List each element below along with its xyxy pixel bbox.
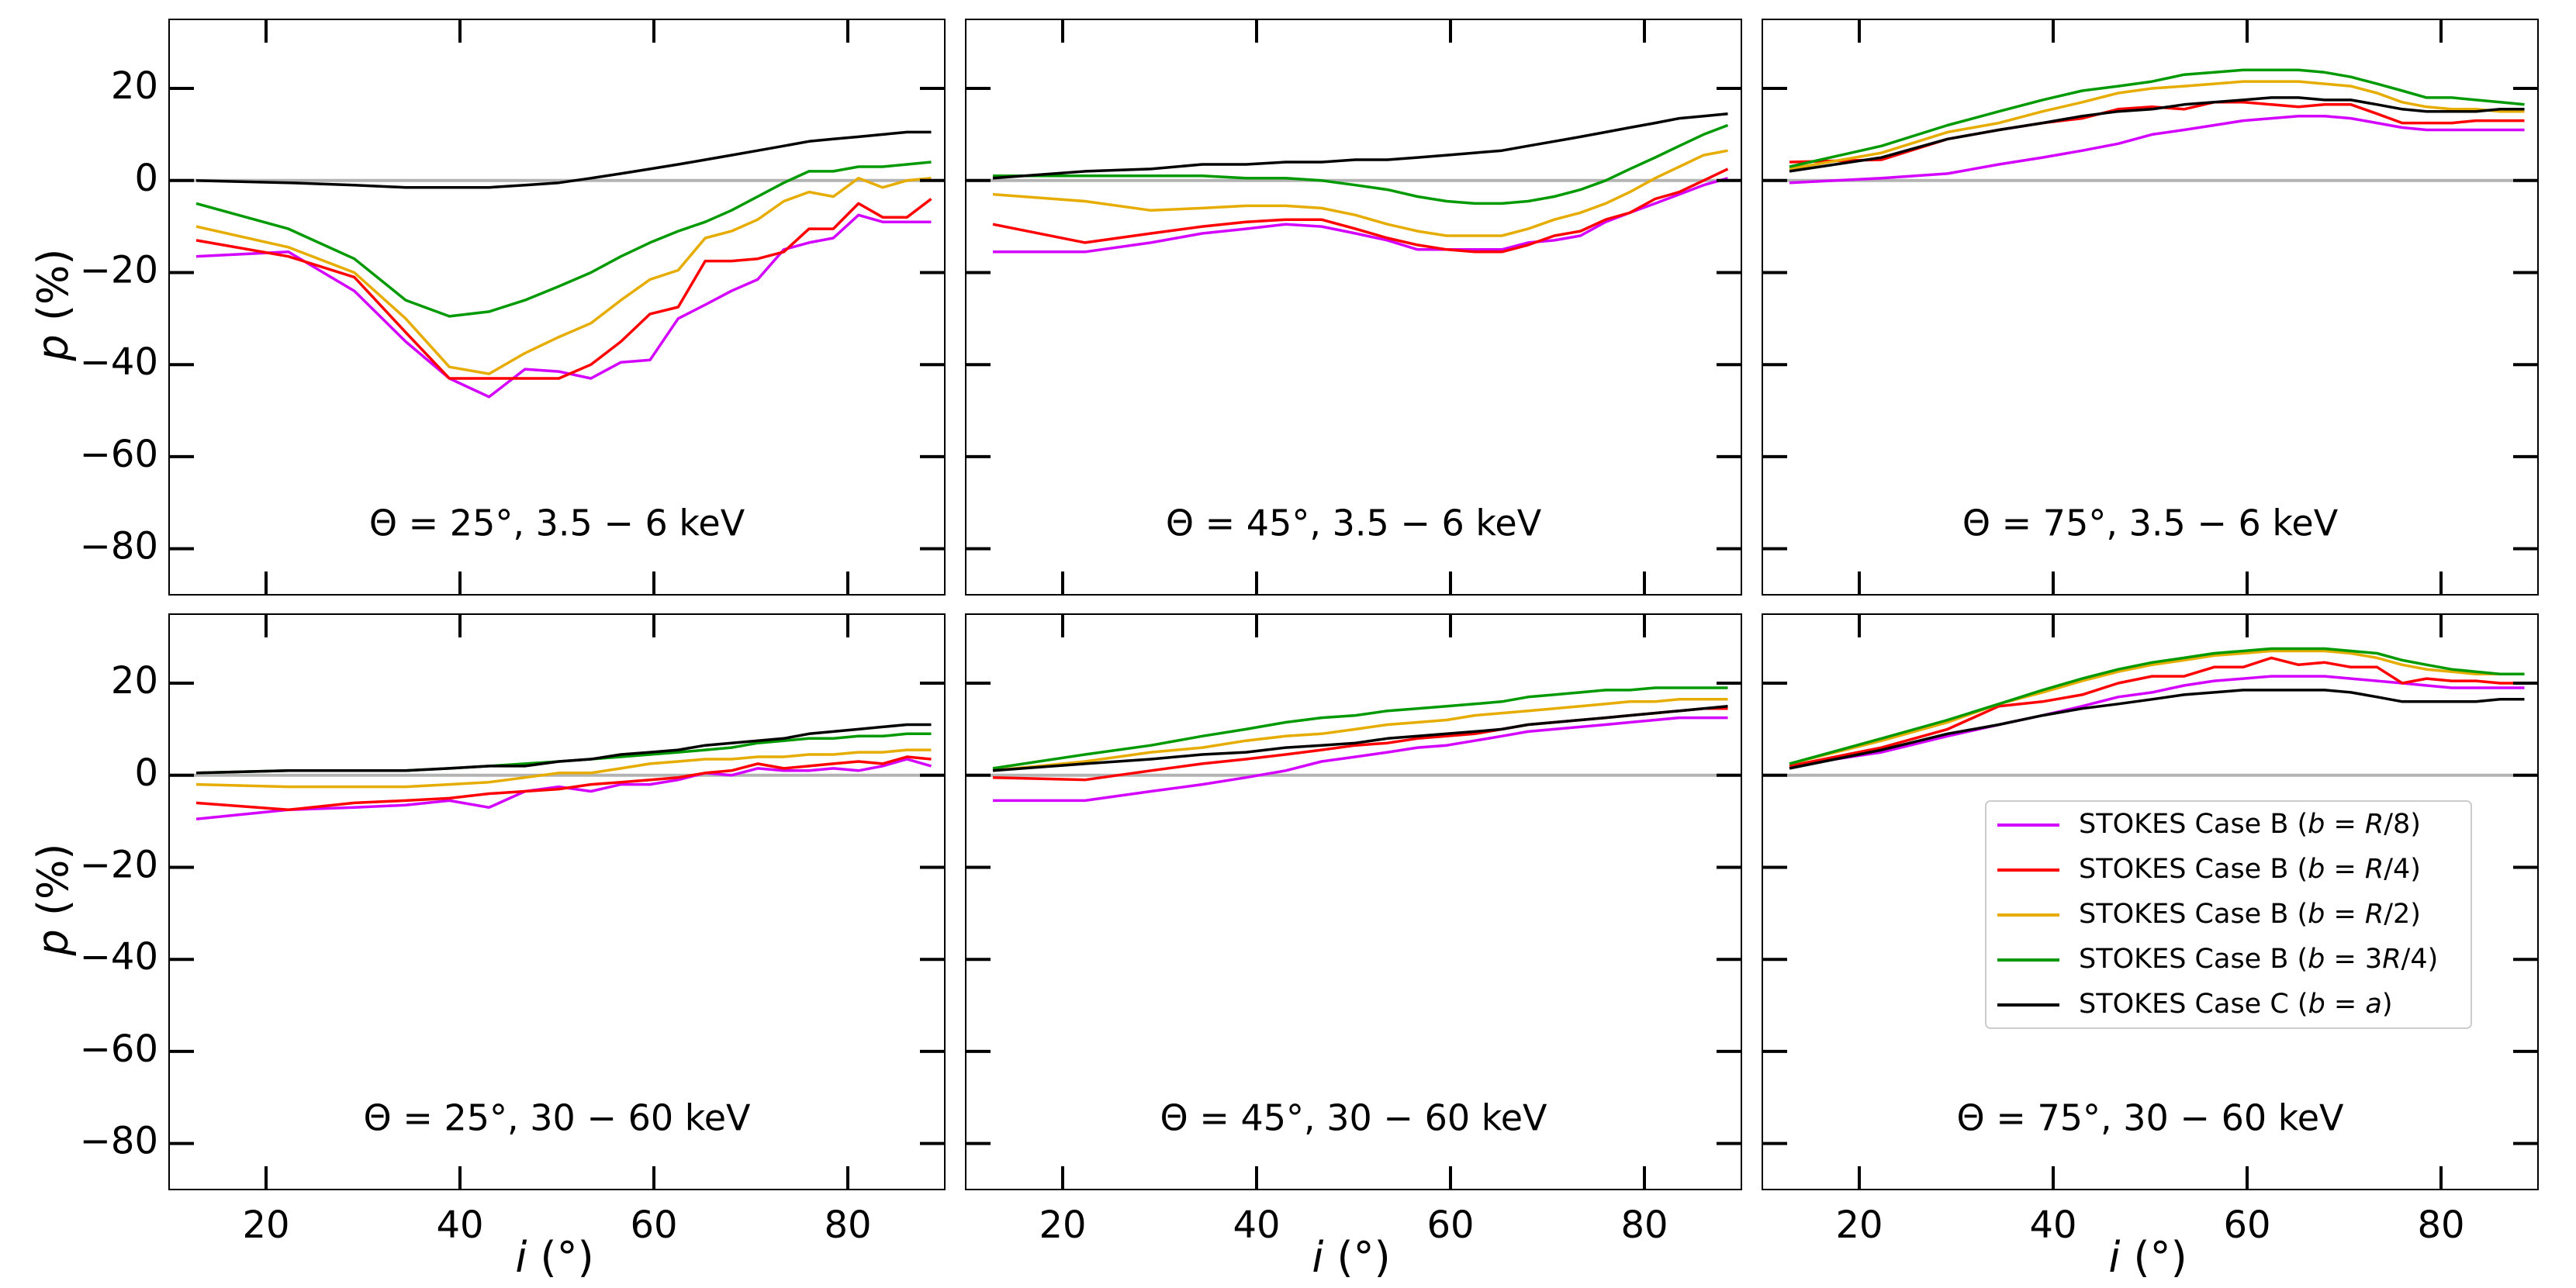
x-tick-label: 20 (1835, 1203, 1883, 1247)
series-line-3 (1789, 80, 2525, 171)
panel-annotation: Θ = 75°, 3.5 − 6 keV (1962, 502, 2339, 544)
x-tick-label: 40 (436, 1203, 483, 1247)
panel-frame (1762, 19, 2539, 596)
legend-label-2: STOKES Case B (b = R/4) (2079, 854, 2421, 885)
series-line-2 (195, 755, 932, 812)
svg-text:p (%): p (%) (29, 249, 78, 362)
legend: STOKES Case B (b = R/8) STOKES Case B (b … (1985, 800, 2472, 1029)
x-tick-label: 80 (824, 1203, 871, 1247)
series-line-5 (1789, 689, 2525, 770)
xlabel-unit: (°) (527, 1233, 593, 1282)
y-tick-label: 20 (111, 659, 158, 703)
x-tick-label: 20 (242, 1203, 289, 1247)
panels-group: 20 0 −20 −40 −60 −80 Θ = 25°, 3.5 − 6 keV Θ = 4… (80, 19, 2539, 1247)
series-line-3 (992, 698, 1728, 772)
series-line-1 (195, 213, 932, 399)
xlabel-unit: (°) (1323, 1233, 1390, 1282)
y-tick-label: 0 (134, 157, 158, 200)
series-line-2 (992, 167, 1729, 254)
series-line-4 (195, 161, 932, 318)
xlabel-var: i (515, 1233, 527, 1282)
svg-text:p (%): p (%) (29, 844, 78, 957)
y-tick-label: −80 (80, 525, 158, 568)
x-tick-label: 60 (1426, 1203, 1474, 1247)
panel-annotation: Θ = 45°, 30 − 60 keV (1160, 1096, 1547, 1138)
ylabel-unit: (%) (29, 844, 78, 930)
legend-label-5: STOKES Case C (b = a) (2079, 989, 2392, 1020)
panel-3: Θ = 75°, 3.5 − 6 keV (1762, 19, 2539, 596)
xlabel-var: i (2108, 1233, 2120, 1282)
y-tick-label: 20 (111, 64, 158, 108)
xlabel-unit: (°) (2120, 1233, 2187, 1282)
ylabel-var: p (29, 334, 78, 361)
series-line-1 (993, 716, 1728, 803)
y-tick-label: −60 (80, 433, 158, 476)
series-line-2 (195, 198, 932, 380)
series-line-5 (992, 112, 1728, 180)
xlabel-col3: i (°) (2108, 1233, 2187, 1282)
y-tick-label: −20 (80, 248, 158, 292)
x-tick-label: 60 (2223, 1203, 2270, 1247)
x-tick-label: 40 (2029, 1203, 2076, 1247)
y-tick-label: −80 (80, 1120, 158, 1163)
series-line-5 (992, 704, 1728, 772)
panel-annotation: Θ = 25°, 30 − 60 keV (363, 1096, 751, 1138)
series-line-1 (1789, 114, 2525, 185)
y-tick-label: 0 (134, 751, 158, 795)
series-line-2 (1789, 656, 2525, 768)
panel-frame (965, 19, 1742, 596)
panel-2: Θ = 45°, 3.5 − 6 keV (965, 19, 1742, 596)
panel-frame (965, 613, 1742, 1190)
panel-frame (168, 19, 946, 596)
legend-label-1: STOKES Case B (b = R/8) (2079, 809, 2421, 840)
series-line-5 (195, 130, 932, 189)
panel-annotation: Θ = 25°, 3.5 − 6 keV (369, 502, 745, 544)
ylabel-bottom: p (%) (29, 844, 78, 957)
x-tick-label: 80 (1620, 1203, 1668, 1247)
series-line-1 (195, 758, 932, 820)
panel-annotation: Θ = 45°, 3.5 − 6 keV (1166, 502, 1542, 544)
xlabel-col2: i (°) (1312, 1233, 1390, 1282)
panel-frame (168, 613, 946, 1190)
ylabel-var: p (29, 929, 78, 956)
legend-label-4: STOKES Case B (b = 3R/4) (2079, 944, 2438, 975)
ylabel-top: p (%) (29, 249, 78, 362)
panel-6: 20 40 60 80 Θ = 75°, 30 − 60 keV (1762, 613, 2539, 1247)
series-line-3 (992, 149, 1728, 237)
x-tick-label: 80 (2417, 1203, 2464, 1247)
panel-5: 20 40 60 80 Θ = 45°, 30 − 60 keV (965, 613, 1742, 1247)
series-line-4 (992, 686, 1728, 770)
ylabel-unit: (%) (29, 249, 78, 335)
series-line-3 (195, 748, 932, 789)
panel-annotation: Θ = 75°, 30 − 60 keV (1956, 1096, 2344, 1138)
series-line-4 (1789, 68, 2525, 168)
series-line-3 (195, 177, 932, 375)
panel-1: 20 0 −20 −40 −60 −80 Θ = 25°, 3.5 − 6 keV (80, 19, 946, 596)
legend-box (1985, 800, 2472, 1029)
legend-label-3: STOKES Case B (b = R/2) (2079, 899, 2421, 930)
xlabel-col1: i (°) (515, 1233, 593, 1282)
panel-4: 20 40 60 80 20 0 −20 −40 −60 −80 Θ = 25°, 30 − 60 … (80, 613, 946, 1247)
series-line-4 (1789, 647, 2525, 765)
x-tick-label: 20 (1039, 1203, 1086, 1247)
series-line-5 (1789, 96, 2525, 173)
y-tick-label: −40 (80, 340, 158, 384)
xlabel-var: i (1312, 1233, 1323, 1282)
series-line-4 (993, 123, 1729, 205)
x-tick-label: 60 (630, 1203, 677, 1247)
series-line-5 (195, 723, 932, 775)
x-tick-label: 40 (1233, 1203, 1280, 1247)
panel-frame (1762, 613, 2539, 1190)
y-tick-label: −20 (80, 843, 158, 886)
y-tick-label: −40 (80, 935, 158, 979)
y-tick-label: −60 (80, 1027, 158, 1071)
